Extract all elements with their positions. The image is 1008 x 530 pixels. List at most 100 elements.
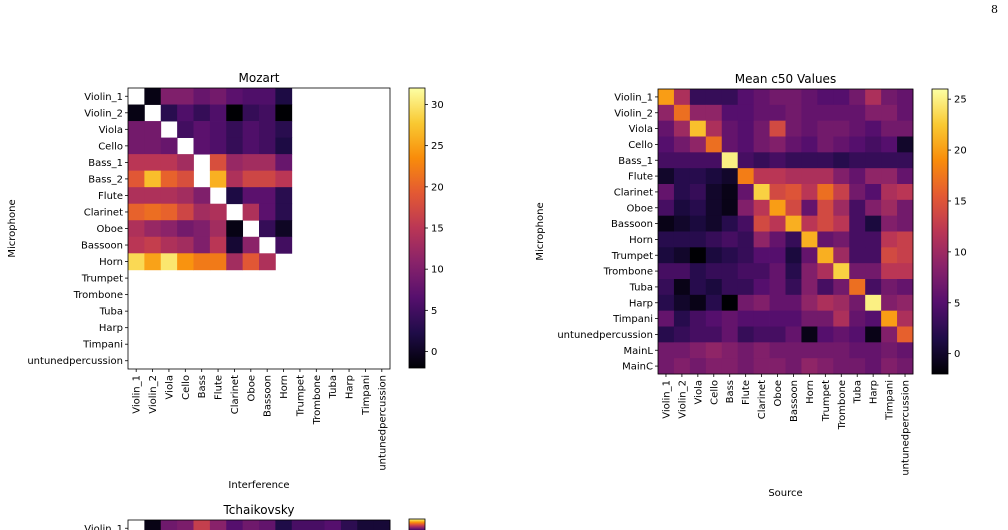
heatmap-cell	[785, 294, 802, 312]
y-tick-label: Timpani	[612, 314, 653, 325]
heatmap-cell	[817, 358, 834, 375]
x-axis-label: Source	[768, 488, 802, 499]
heatmap-cell	[769, 294, 786, 312]
heatmap-cell	[753, 279, 770, 296]
heatmap-cell	[769, 263, 786, 280]
heatmap-2: Tchaikovsky Violin_1	[84, 503, 426, 530]
heatmap-cell	[721, 231, 739, 248]
heatmap-cell	[689, 342, 707, 359]
heatmap-cell	[849, 279, 866, 296]
heatmap-cell	[705, 152, 723, 169]
heatmap-cell	[785, 326, 802, 343]
y-tick-label: Trombone	[73, 290, 123, 301]
heatmap-cell	[833, 136, 850, 153]
heatmap-cell	[897, 199, 914, 217]
heatmap-cell	[226, 220, 244, 238]
heatmap-cell	[705, 89, 723, 106]
heatmap-cell	[897, 104, 914, 122]
heatmap-cell	[785, 247, 802, 264]
heatmap-cell	[753, 215, 770, 232]
heatmap-cell	[275, 520, 293, 530]
heatmap-cell	[801, 310, 818, 327]
y-tick-label: untunedpercussion	[557, 330, 653, 341]
y-tick-label: Clarinet	[614, 187, 653, 198]
heatmap-cell	[865, 168, 882, 185]
heatmap-cell	[226, 187, 244, 205]
heatmap-cell	[160, 220, 178, 238]
heatmap-cell	[785, 342, 802, 359]
y-tick-label: Trumpet	[81, 274, 123, 285]
heatmap-cell	[881, 231, 898, 248]
heatmap-cell	[673, 120, 691, 137]
heatmap-cell	[737, 279, 755, 296]
heatmap-cell	[833, 104, 850, 122]
colorbar-tick-label: 20	[954, 146, 967, 157]
heatmap-cell	[673, 215, 691, 232]
y-tick-label: Oboe	[627, 203, 654, 214]
heatmap-cell	[881, 358, 898, 375]
heatmap-cell	[658, 231, 675, 248]
x-tick-label: Clarinet	[230, 375, 241, 414]
heatmap-cell	[689, 247, 707, 264]
heatmap-cell	[193, 88, 211, 105]
heatmap-cell	[242, 253, 260, 271]
heatmap-cell	[849, 342, 866, 359]
heatmap-cell	[769, 136, 786, 153]
heatmap-cell	[242, 170, 260, 188]
y-tick-label: Trumpet	[611, 251, 653, 262]
y-tick-label: Horn	[99, 257, 123, 268]
x-tick-label: Harp	[869, 380, 880, 404]
heatmap-cell	[769, 120, 786, 137]
heatmap-cell	[817, 279, 834, 296]
heatmap-cell	[785, 231, 802, 248]
heatmap-cell	[673, 279, 691, 296]
heatmap-1: Mean c50 Values Violin_1 Violin_2 Viola Cell…	[535, 72, 967, 499]
heatmap-cell	[144, 220, 162, 238]
heatmap-cell	[817, 342, 834, 359]
heatmap-cell	[753, 168, 770, 185]
heatmap-cell	[160, 520, 178, 530]
heatmap-cell	[658, 326, 675, 343]
heatmap-cell	[897, 168, 914, 185]
heatmap-cell	[658, 184, 675, 201]
heatmap-cell	[226, 121, 244, 138]
heatmap-cell	[193, 253, 211, 271]
heatmap-cell	[737, 358, 755, 375]
heatmap-cell	[769, 326, 786, 343]
heatmap-cell	[658, 152, 675, 169]
heatmap-cell	[177, 203, 194, 221]
heatmap-cell	[881, 152, 898, 169]
heatmap-cell	[833, 89, 850, 106]
heatmap-cell	[689, 215, 707, 232]
colorbar-tick-label: 25	[431, 141, 444, 152]
heatmap-cell	[209, 104, 227, 122]
heatmap-cell	[849, 310, 866, 327]
heatmap-cell	[737, 152, 755, 169]
y-tick-label: Violin_1	[84, 524, 123, 530]
heatmap-cell	[801, 294, 818, 312]
heatmap-cell	[737, 294, 755, 312]
heatmap-cell	[801, 263, 818, 280]
heatmap-cell	[897, 263, 914, 280]
colorbar	[931, 88, 949, 375]
heatmap-cell	[705, 294, 723, 312]
heatmap-cell	[721, 104, 739, 122]
heatmap-cell	[737, 342, 755, 359]
heatmap-cell	[705, 342, 723, 359]
heatmap-cell	[881, 279, 898, 296]
x-tick-label: Tuba	[328, 375, 339, 399]
heatmap-cell	[658, 358, 675, 375]
heatmap-cell	[721, 326, 739, 343]
heatmap-cell	[785, 263, 802, 280]
y-tick-label: Violin_2	[614, 108, 653, 119]
heatmap-cell	[801, 247, 818, 264]
heatmap-cell	[897, 215, 914, 232]
heatmap-cell	[817, 326, 834, 343]
heatmap-cell	[673, 104, 691, 122]
heatmap-cell	[737, 89, 755, 106]
heatmap-cell	[144, 170, 162, 188]
heatmap-cell	[865, 326, 882, 343]
heatmap-cell	[769, 89, 786, 106]
heatmap-cell	[242, 104, 260, 122]
colorbar-tick-label: 5	[954, 298, 960, 309]
